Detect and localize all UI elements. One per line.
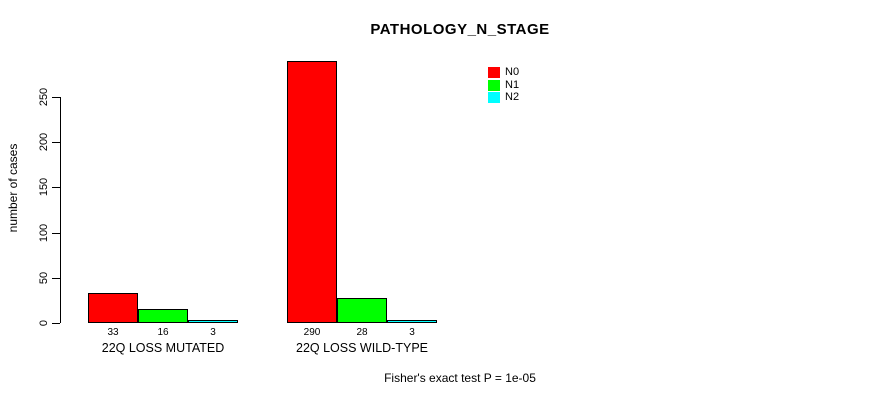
y-tick-mark (52, 232, 60, 234)
y-tick-label: 150 (38, 178, 50, 197)
y-tick-mark (52, 142, 60, 143)
bar-value-label: 3 (409, 327, 415, 338)
y-tick-mark (52, 323, 60, 324)
category-label: 22Q LOSS MUTATED (101, 341, 225, 355)
legend-label-n2: N2 (505, 91, 520, 103)
bar-n0 (88, 293, 138, 323)
legend-swatch-n0 (488, 67, 500, 78)
bar-n1 (337, 297, 387, 323)
chart-title: PATHOLOGY_N_STAGE (370, 21, 550, 38)
y-tick-label: 0 (38, 319, 50, 327)
legend-label-n1: N1 (505, 78, 520, 91)
legend-swatch-n2 (488, 92, 500, 103)
y-tick-mark (52, 187, 60, 189)
bar-n1 (138, 308, 188, 323)
y-axis-line (60, 96, 61, 323)
category-label: 22Q LOSS WILD-TYPE (296, 341, 428, 355)
bar-value-label: 28 (356, 327, 368, 338)
legend-label-n0: N0 (505, 66, 520, 78)
y-tick-label: 100 (38, 223, 50, 242)
bar-value-label: 3 (210, 327, 216, 338)
y-axis-label: number of cases (6, 143, 20, 233)
y-tick-label: 250 (38, 87, 50, 106)
bar-n0 (287, 60, 337, 323)
bar-value-label: 33 (107, 327, 119, 338)
legend-swatch-n1 (488, 79, 500, 91)
bar-n2 (188, 320, 238, 323)
y-tick-label: 200 (38, 132, 50, 152)
y-tick-mark (52, 277, 60, 279)
y-tick-mark (52, 96, 60, 98)
stat-test-label: Fisher's exact test P = 1e-05 (384, 371, 536, 385)
bar-n2 (387, 320, 437, 323)
y-tick-label: 50 (38, 271, 50, 284)
bar-value-label: 16 (157, 327, 169, 338)
bar-value-label: 290 (303, 327, 321, 338)
